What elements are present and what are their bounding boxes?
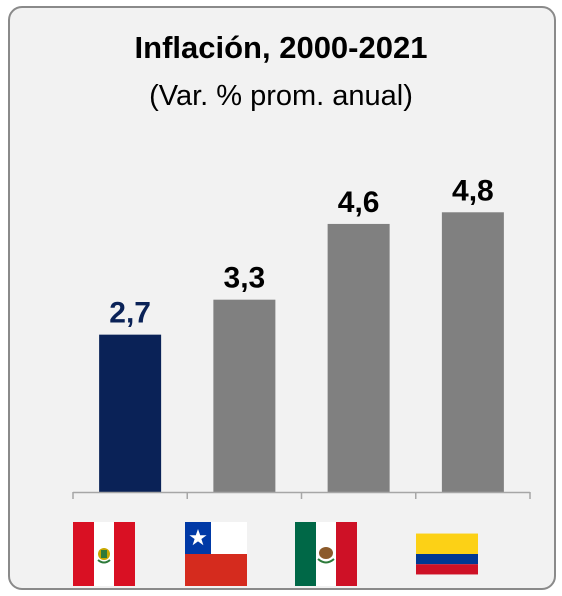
flag-mexico-icon (295, 522, 357, 586)
bar-méxico (327, 223, 390, 492)
chart-subtitle: (Var. % prom. anual) (149, 80, 413, 112)
data-label-méxico: 4,6 (338, 186, 380, 219)
bar-colombia (441, 212, 504, 492)
data-label-chile: 3,3 (224, 262, 266, 295)
chart-title: Inflación, 2000-2021 (134, 30, 428, 65)
flag-chile-icon (185, 522, 247, 586)
bar-chile (213, 299, 276, 492)
flag-peru-icon (73, 522, 135, 586)
data-label-colombia: 4,8 (452, 174, 494, 207)
bar-perú (99, 334, 162, 492)
flag-colombia-icon (416, 533, 478, 575)
data-label-perú: 2,7 (109, 297, 151, 330)
